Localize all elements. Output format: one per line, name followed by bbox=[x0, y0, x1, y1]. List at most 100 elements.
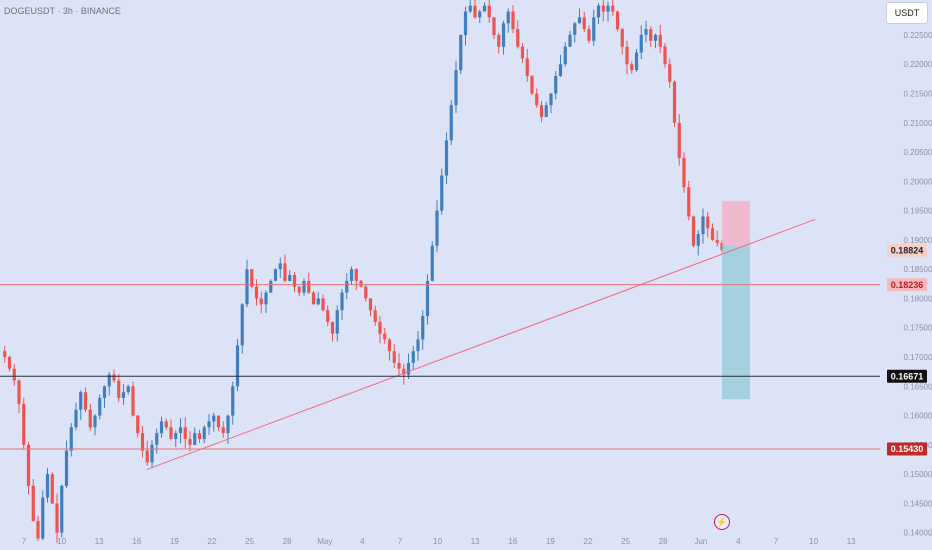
x-tick-label: 25 bbox=[621, 537, 630, 546]
candle-body bbox=[634, 52, 639, 71]
candle-body bbox=[378, 321, 382, 334]
trendline bbox=[146, 218, 816, 470]
candle-body bbox=[292, 275, 297, 287]
y-tick-label: 0.16500 bbox=[904, 382, 932, 391]
candle-body bbox=[644, 29, 648, 35]
candle-body bbox=[706, 216, 710, 229]
candle-body bbox=[273, 269, 278, 281]
candle-body bbox=[611, 5, 615, 12]
candle-body bbox=[668, 64, 672, 82]
candle-body bbox=[183, 427, 187, 439]
x-tick-label: 13 bbox=[847, 537, 856, 546]
candle-body bbox=[525, 58, 529, 76]
candle-body bbox=[402, 368, 406, 375]
candle-body bbox=[658, 34, 662, 47]
candle-body bbox=[615, 11, 620, 30]
candle-body bbox=[582, 17, 586, 30]
candle-body bbox=[121, 392, 126, 399]
candle-body bbox=[349, 269, 354, 281]
candle-body bbox=[387, 339, 392, 352]
candle-body bbox=[74, 409, 78, 428]
candle-body bbox=[26, 444, 31, 486]
candle-body bbox=[31, 485, 35, 521]
candle-body bbox=[392, 351, 396, 363]
candle-body bbox=[715, 239, 719, 243]
candle-body bbox=[330, 321, 335, 334]
y-tick-label: 0.19000 bbox=[904, 236, 932, 245]
candle-body bbox=[577, 17, 582, 24]
candle-body bbox=[359, 280, 363, 287]
candle-body bbox=[530, 75, 534, 94]
candle-body bbox=[411, 351, 415, 363]
candle-body bbox=[444, 140, 449, 176]
candle-body bbox=[649, 29, 653, 41]
candle-body bbox=[535, 93, 539, 106]
y-tick-label: 0.18000 bbox=[904, 294, 932, 303]
candle-body bbox=[150, 444, 154, 463]
candle-body bbox=[221, 427, 225, 434]
candle-body bbox=[539, 105, 544, 117]
y-tick-label: 0.14500 bbox=[904, 499, 932, 508]
candle-body bbox=[687, 187, 691, 217]
candle-body bbox=[36, 520, 40, 539]
candle-body bbox=[288, 275, 292, 281]
candle-body bbox=[435, 210, 439, 246]
candle-body bbox=[340, 292, 344, 311]
candle-body bbox=[440, 175, 444, 211]
candle-body bbox=[416, 339, 420, 352]
x-tick-label: 4 bbox=[736, 537, 741, 546]
candle-body bbox=[60, 485, 64, 533]
price-label: 0.15430 bbox=[891, 444, 924, 454]
y-tick-label: 0.19500 bbox=[904, 207, 932, 216]
candle-body bbox=[102, 386, 107, 399]
x-tick-label: 7 bbox=[398, 537, 403, 546]
y-tick-label: 0.14000 bbox=[904, 529, 932, 538]
candle-body bbox=[131, 386, 135, 416]
x-tick-label: 10 bbox=[433, 537, 442, 546]
candle-body bbox=[625, 46, 629, 65]
price-label: 0.18236 bbox=[891, 280, 924, 290]
candle-body bbox=[107, 374, 111, 387]
candle-body bbox=[98, 398, 102, 416]
candle-body bbox=[454, 70, 458, 106]
candle-body bbox=[601, 5, 605, 12]
candle-body bbox=[544, 105, 548, 117]
candle-body bbox=[93, 415, 97, 428]
candle-body bbox=[235, 345, 240, 387]
candle-body bbox=[549, 93, 553, 106]
candle-body bbox=[17, 380, 21, 404]
x-tick-label: 28 bbox=[283, 537, 292, 546]
candle-body bbox=[478, 11, 482, 18]
currency-button[interactable]: USDT bbox=[886, 2, 928, 24]
lightning-icon[interactable]: ⚡ bbox=[714, 514, 730, 530]
candle-body bbox=[117, 380, 121, 399]
candle-body bbox=[126, 386, 130, 393]
candle-body bbox=[112, 374, 116, 381]
candle-body bbox=[421, 316, 425, 340]
y-tick-label: 0.17000 bbox=[904, 353, 932, 362]
x-tick-label: 7 bbox=[774, 537, 779, 546]
candle-body bbox=[197, 433, 202, 439]
candle-body bbox=[188, 438, 192, 445]
candle-body bbox=[468, 5, 472, 12]
x-tick-label: 10 bbox=[809, 537, 818, 546]
candle-body bbox=[449, 105, 453, 141]
candle-body bbox=[3, 351, 7, 358]
x-tick-label: 28 bbox=[659, 537, 668, 546]
candle-body bbox=[12, 368, 16, 381]
candle-body bbox=[587, 29, 591, 41]
candle-body bbox=[672, 81, 677, 123]
candle-body bbox=[64, 450, 69, 486]
candle-body bbox=[639, 34, 643, 53]
candle-body bbox=[663, 46, 667, 65]
candle-body bbox=[245, 269, 249, 305]
candle-body bbox=[307, 280, 311, 293]
candle-body bbox=[696, 234, 700, 246]
candle-body bbox=[563, 46, 567, 65]
candle-body bbox=[69, 427, 73, 451]
y-tick-label: 0.18500 bbox=[904, 265, 932, 274]
candle-body bbox=[554, 75, 558, 94]
candle-body bbox=[145, 450, 149, 463]
